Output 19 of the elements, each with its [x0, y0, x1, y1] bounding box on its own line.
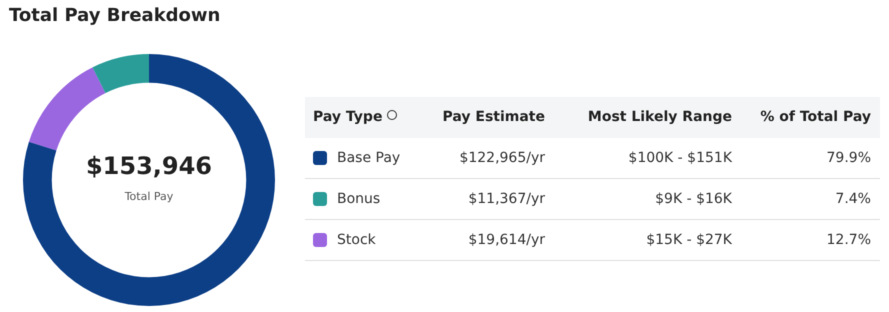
- text: $11,367/yr: [468, 190, 545, 209]
- text: % of Total Pay: [760, 108, 871, 127]
- text: $15K - $27K: [646, 231, 732, 250]
- data-label: 7.4%: [835, 190, 871, 209]
- legend-label: Base Pay: [337, 149, 400, 168]
- text: Pay Estimate: [442, 108, 545, 127]
- text: $19,614/yr: [468, 231, 545, 250]
- text: $9K - $16K: [655, 190, 732, 209]
- text: $100K - $151K: [628, 149, 732, 168]
- data-label: 12.7%: [826, 231, 871, 250]
- text: $153,946: [84, 152, 213, 180]
- text: Total Pay: [124, 190, 174, 203]
- text: Most Likely Range: [588, 108, 732, 127]
- legend-label: Stock: [337, 231, 376, 250]
- legend-title: Pay Type: [313, 109, 382, 125]
- text: $122,965/yr: [459, 149, 545, 168]
- chart-title: Total Pay Breakdown: [9, 5, 220, 26]
- data-label: 79.9%: [826, 149, 871, 168]
- legend-label: Bonus: [337, 190, 380, 209]
